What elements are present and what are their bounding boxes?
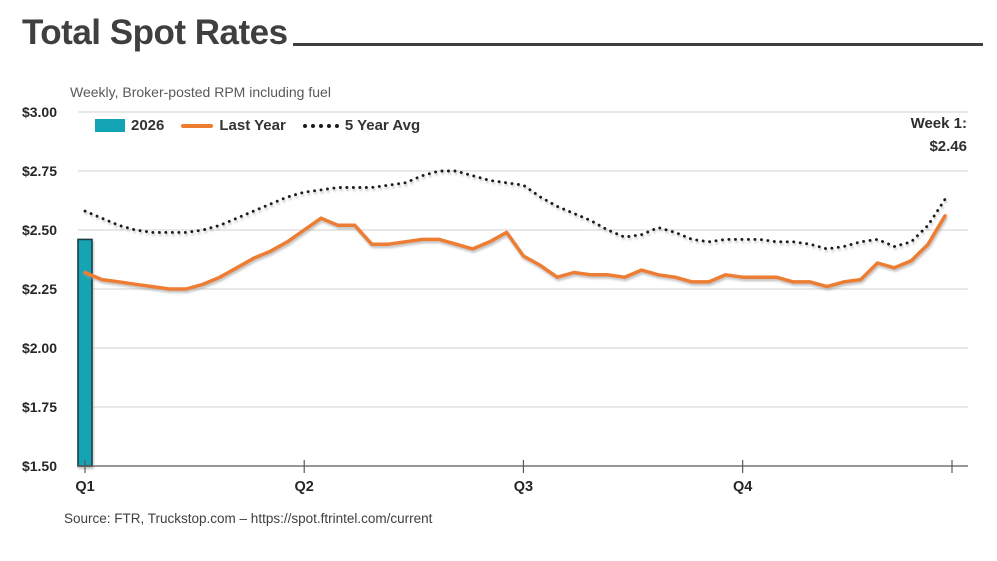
chart-subtitle: Weekly, Broker-posted RPM including fuel xyxy=(70,84,331,100)
legend-label-2026: 2026 xyxy=(131,117,165,134)
annotation-week-label: Week 1: xyxy=(910,115,967,132)
chart-legend: 2026 Last Year 5 Year Avg xyxy=(95,117,420,134)
dotted-line-swatch-icon xyxy=(302,123,339,128)
bar-swatch-icon xyxy=(95,119,125,132)
svg-text:$2.00: $2.00 xyxy=(22,340,57,356)
svg-text:$2.25: $2.25 xyxy=(22,281,57,297)
legend-label-last-year: Last Year xyxy=(219,117,286,134)
svg-text:$3.00: $3.00 xyxy=(22,104,57,120)
page-title: Total Spot Rates xyxy=(22,13,288,52)
line-swatch-icon xyxy=(181,123,214,128)
svg-text:$2.50: $2.50 xyxy=(22,222,57,238)
svg-text:$1.75: $1.75 xyxy=(22,399,57,415)
annotation-week-value: $2.46 xyxy=(929,138,967,156)
legend-item-2026: 2026 xyxy=(95,117,164,134)
svg-text:Q1: Q1 xyxy=(75,479,94,495)
svg-text:$2.75: $2.75 xyxy=(22,163,57,179)
legend-item-last-year: Last Year xyxy=(181,117,286,134)
svg-text:Q2: Q2 xyxy=(295,479,314,495)
legend-label-5-year-avg: 5 Year Avg xyxy=(344,117,421,134)
svg-text:$1.50: $1.50 xyxy=(22,458,57,474)
source-note: Source: FTR, Truckstop.com – https://spo… xyxy=(64,511,433,526)
svg-text:Q4: Q4 xyxy=(733,479,752,495)
chart-header: Total Spot Rates xyxy=(22,13,983,53)
title-underline xyxy=(292,42,983,46)
week-annotation: Week 1: $2.46 xyxy=(911,112,967,159)
svg-text:Q3: Q3 xyxy=(514,479,533,495)
legend-item-5-year-avg: 5 Year Avg xyxy=(302,117,421,134)
